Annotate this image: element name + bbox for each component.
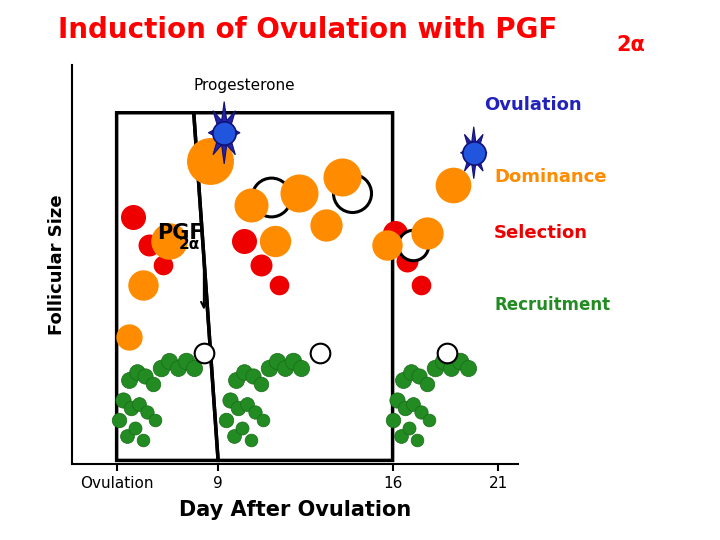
Point [314, 348, 325, 357]
Point [468, 148, 480, 157]
X-axis label: Day After Ovulation: Day After Ovulation [179, 500, 411, 519]
Point [163, 356, 175, 365]
Point [381, 240, 392, 249]
Point [395, 432, 407, 441]
Polygon shape [208, 102, 240, 164]
Point [225, 396, 236, 405]
Point [294, 188, 305, 197]
Point [143, 240, 155, 249]
Point [158, 260, 169, 269]
Point [257, 416, 269, 425]
Point [263, 364, 274, 373]
Point [139, 372, 150, 381]
Point [138, 280, 149, 289]
Point [148, 380, 159, 389]
Point [172, 364, 184, 373]
Text: Progesterone: Progesterone [194, 78, 295, 93]
Point [399, 404, 410, 413]
Point [421, 228, 433, 237]
Point [131, 368, 143, 377]
Text: 2α: 2α [616, 35, 645, 55]
Point [249, 408, 261, 417]
Point [180, 356, 192, 365]
Text: PGF: PGF [157, 222, 204, 242]
Point [239, 237, 251, 245]
Point [156, 364, 167, 373]
Point [218, 129, 230, 137]
Point [240, 400, 252, 409]
Point [133, 400, 145, 409]
Point [150, 416, 161, 425]
Point [123, 332, 135, 341]
Point [198, 348, 210, 357]
Point [273, 280, 284, 289]
Text: Ovulation: Ovulation [484, 96, 582, 114]
Point [421, 380, 433, 389]
Point [141, 408, 153, 417]
Point [454, 356, 465, 365]
Point [255, 380, 266, 389]
Polygon shape [461, 127, 487, 179]
Point [438, 356, 449, 365]
Point [407, 240, 418, 249]
Point [220, 416, 232, 425]
Point [407, 400, 418, 409]
Point [125, 404, 137, 413]
Point [204, 157, 216, 165]
Text: Dominance: Dominance [494, 168, 606, 186]
Point [271, 356, 283, 365]
Point [411, 436, 423, 445]
Point [247, 372, 258, 381]
Point [403, 424, 415, 433]
Point [405, 368, 417, 377]
Point [113, 416, 125, 425]
Y-axis label: Follicular Size: Follicular Size [48, 194, 66, 335]
Point [429, 364, 441, 373]
Point [346, 188, 358, 197]
Point [239, 368, 251, 377]
Point [265, 192, 276, 201]
Point [121, 432, 132, 441]
Point [320, 220, 331, 229]
Point [441, 348, 453, 357]
Point [237, 424, 248, 433]
Point [401, 256, 413, 265]
Point [415, 408, 427, 417]
Point [245, 200, 256, 209]
Point [448, 180, 459, 189]
Point [462, 364, 474, 373]
Point [391, 396, 402, 405]
Point [279, 364, 291, 373]
Point [295, 364, 307, 373]
Point [127, 212, 139, 221]
Text: Selection: Selection [494, 224, 588, 241]
Point [188, 364, 199, 373]
Point [129, 424, 140, 433]
Point [123, 376, 135, 385]
Point [138, 436, 149, 445]
Point [245, 436, 256, 445]
Point [287, 356, 299, 365]
Point [228, 432, 240, 441]
Point [233, 404, 244, 413]
Point [397, 376, 408, 385]
Point [389, 228, 400, 237]
Point [255, 260, 266, 269]
Point [387, 416, 398, 425]
Point [163, 237, 175, 245]
Point [413, 372, 425, 381]
Point [117, 396, 128, 405]
Text: Recruitment: Recruitment [494, 295, 610, 314]
Point [446, 364, 457, 373]
Text: 2α: 2α [179, 237, 199, 252]
Point [269, 237, 281, 245]
Point [423, 416, 435, 425]
Text: Induction of Ovulation with PGF: Induction of Ovulation with PGF [58, 16, 557, 44]
Point [336, 172, 348, 181]
Point [415, 280, 427, 289]
Point [230, 376, 242, 385]
